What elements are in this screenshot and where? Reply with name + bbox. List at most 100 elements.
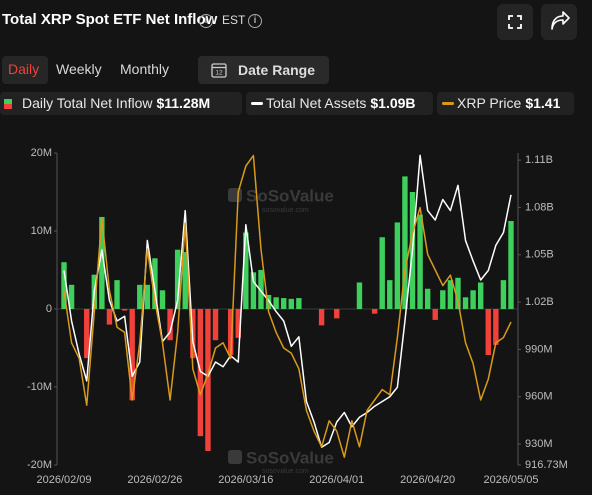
bar (182, 252, 188, 309)
legend-value: $1.41 (525, 95, 561, 111)
bar (470, 290, 476, 309)
title: Total XRP Spot ETF Net Inflow (2, 11, 218, 28)
bar (356, 282, 363, 309)
bar (485, 309, 491, 356)
bar (371, 309, 378, 314)
watermark: SoSoValue (246, 186, 334, 205)
bar (273, 297, 279, 309)
bar (440, 290, 446, 309)
bar (174, 249, 181, 309)
bar (334, 309, 340, 319)
bar (137, 284, 143, 309)
bar (500, 280, 507, 309)
bar (121, 309, 128, 311)
x-tick-label: 2026/02/09 (36, 474, 91, 486)
y2-tick-label: 1.02B (525, 296, 554, 308)
bar (455, 277, 461, 309)
y-tick-label: -20M (27, 459, 52, 471)
x-tick-label: 2026/04/01 (309, 474, 364, 486)
line (63, 154, 512, 448)
bar (159, 290, 166, 309)
info-icon[interactable]: i (199, 14, 213, 28)
y2-tick-label: 990M (525, 343, 553, 355)
bar (477, 282, 484, 309)
watermark-logo (228, 188, 242, 202)
legend-value: $1.09B (370, 95, 416, 111)
bar (114, 280, 120, 309)
share-icon (551, 11, 570, 30)
bar (167, 309, 173, 341)
info-icon[interactable]: i (248, 14, 262, 28)
legend-item[interactable]: XRP Price $1.41 (437, 92, 574, 115)
bar (447, 280, 454, 309)
bar (387, 280, 393, 309)
bar (205, 309, 211, 451)
bar (144, 284, 151, 309)
y2-tick-label: 1.11B (525, 154, 553, 166)
y-tick-label: 10M (31, 225, 52, 237)
calendar-icon: 12 (211, 63, 227, 78)
bar (417, 214, 423, 309)
bar (424, 288, 431, 309)
legend-item[interactable]: Total Net Assets $1.09B (246, 92, 433, 115)
x-tick-label: 2026/02/26 (127, 474, 182, 486)
bar (235, 309, 241, 338)
bar (227, 309, 234, 356)
bar (281, 298, 287, 309)
bar (99, 216, 105, 309)
legend-label: XRP Price (457, 95, 522, 111)
active-tab-bg (2, 56, 48, 84)
date-range-label: Date Range (238, 62, 316, 78)
legend-swatch (442, 102, 454, 105)
date-range-button[interactable]: 12 Date Range (198, 56, 329, 84)
y-tick-label: -10M (27, 381, 52, 393)
bar (379, 237, 385, 309)
y-tick-label: 0 (46, 303, 52, 315)
bar (250, 272, 257, 309)
bar (129, 309, 135, 401)
watermark-site: sosovalue.com (262, 468, 309, 475)
timezone[interactable]: EST (222, 13, 246, 27)
x-tick-label: 2026/05/05 (483, 474, 538, 486)
bar (61, 262, 67, 309)
y-tick-label: 20M (31, 147, 52, 159)
bar (84, 309, 90, 359)
bar (493, 309, 499, 345)
bar (508, 221, 514, 309)
tab[interactable]: Weekly (56, 61, 102, 77)
x-tick-label: 2026/03/16 (218, 474, 273, 486)
bar (106, 309, 113, 325)
legend-value: $11.28M (156, 95, 211, 111)
y2-tick-label: 960M (525, 391, 553, 403)
legend-swatch (251, 102, 263, 105)
tab[interactable]: Daily (8, 61, 40, 77)
bar (197, 309, 204, 437)
y2-tick-label: 1.08B (525, 201, 554, 213)
legend-label: Daily Total Net Inflow (22, 95, 153, 111)
bar (68, 284, 75, 309)
watermark-logo (228, 450, 242, 464)
bar (394, 222, 401, 309)
y2-tick-label: 930M (525, 438, 553, 450)
fullscreen-button[interactable] (497, 4, 533, 40)
calendar-day: 12 (215, 70, 223, 77)
legend-item[interactable]: Daily Total Net Inflow $11.28M (0, 92, 242, 115)
bar (152, 258, 158, 309)
bar (402, 176, 408, 309)
bar (243, 232, 249, 309)
bar (265, 294, 272, 309)
bar (212, 309, 219, 341)
bar (432, 309, 438, 320)
share-button[interactable] (541, 4, 577, 40)
tab[interactable]: Monthly (120, 61, 170, 77)
watermark: SoSoValue (246, 448, 334, 467)
legend-swatch (4, 99, 12, 109)
x-tick-label: 2026/04/20 (400, 474, 455, 486)
legend-label: Total Net Assets (266, 95, 367, 111)
fullscreen-icon (508, 15, 522, 29)
bar (296, 298, 302, 309)
y2-tick-label: 1.05B (525, 249, 554, 261)
bar (288, 298, 294, 309)
